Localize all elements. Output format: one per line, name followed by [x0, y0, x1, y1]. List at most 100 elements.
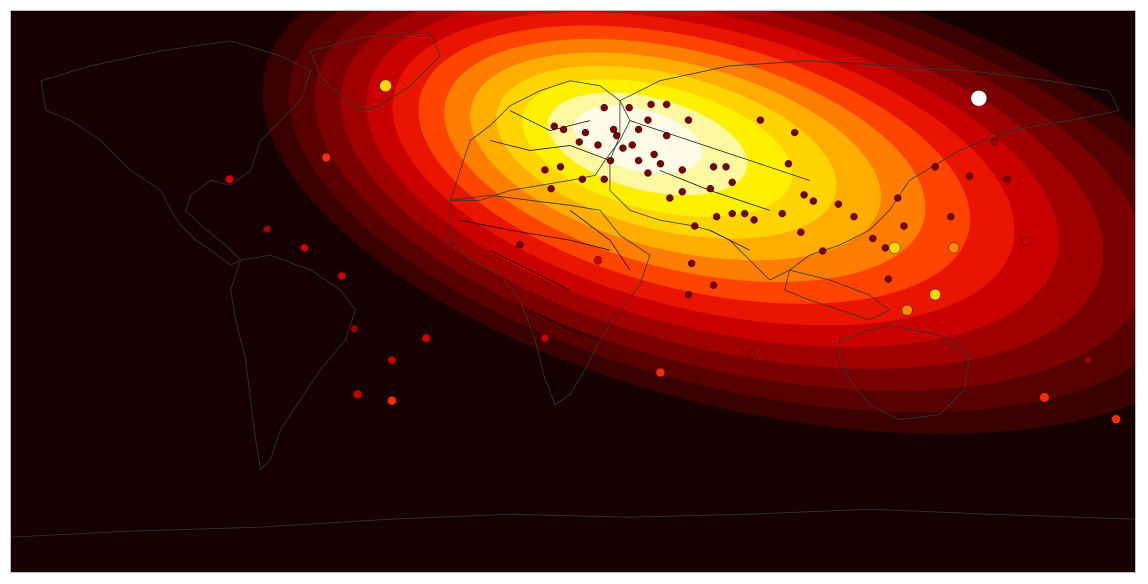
data-point	[778, 209, 786, 218]
data-point	[300, 243, 309, 253]
data-point	[628, 141, 636, 149]
data-point	[741, 209, 749, 218]
border-lines-africa	[460, 219, 611, 341]
data-point	[575, 138, 583, 146]
data-point	[850, 212, 858, 221]
data-point	[619, 144, 627, 152]
data-point	[684, 290, 693, 299]
data-point	[797, 228, 805, 236]
data-point	[834, 200, 843, 208]
data-point	[965, 172, 974, 180]
data-point	[647, 100, 655, 109]
data-point	[516, 241, 524, 249]
coastline-north-america	[40, 40, 311, 266]
data-point	[706, 184, 715, 193]
data-point	[337, 271, 347, 281]
data-point	[559, 125, 568, 134]
data-point	[1084, 356, 1093, 365]
data-point	[756, 116, 765, 124]
data-point	[593, 256, 603, 265]
data-point	[387, 355, 397, 365]
data-point	[712, 212, 721, 221]
coastline-europe	[449, 80, 631, 201]
data-point	[634, 125, 643, 134]
data-point	[606, 156, 615, 165]
data-point	[791, 128, 799, 137]
data-point	[600, 103, 608, 112]
data-point	[350, 324, 359, 333]
data-point	[662, 100, 671, 109]
data-point	[666, 194, 674, 202]
data-point	[263, 225, 272, 234]
data-point	[625, 103, 633, 112]
data-point	[594, 141, 602, 149]
coastline-asia	[609, 60, 1120, 281]
data-point	[728, 209, 736, 218]
coastline-africa	[449, 194, 651, 406]
data-point	[650, 150, 658, 159]
data-point	[644, 116, 652, 124]
data-points	[225, 79, 1121, 424]
data-point	[540, 334, 550, 343]
data-point	[929, 288, 941, 301]
data-point	[225, 174, 235, 184]
coastline-australia	[839, 324, 970, 420]
data-point	[900, 222, 908, 230]
data-point	[970, 90, 988, 107]
data-point	[800, 191, 808, 199]
data-point	[1111, 414, 1121, 424]
data-point	[656, 160, 665, 168]
data-point	[894, 194, 902, 202]
data-point	[613, 131, 621, 140]
data-point	[687, 259, 696, 268]
data-point	[556, 163, 565, 171]
data-point	[869, 234, 877, 243]
data-point	[644, 169, 652, 177]
data-point	[1021, 237, 1030, 246]
coastline-greenland	[309, 32, 441, 112]
data-point	[1003, 175, 1011, 183]
data-point	[931, 163, 939, 171]
data-point	[578, 175, 587, 183]
data-point	[321, 152, 332, 163]
data-point	[990, 137, 999, 146]
data-point	[888, 241, 901, 254]
density-contours	[262, 11, 1135, 434]
density-map	[11, 11, 1135, 572]
coastline-south-america	[230, 254, 356, 471]
data-point	[1039, 392, 1050, 403]
data-point	[709, 281, 718, 289]
data-point	[746, 349, 755, 358]
data-point	[809, 197, 818, 205]
data-point	[655, 367, 666, 378]
data-point	[728, 178, 736, 187]
data-point	[541, 166, 549, 174]
data-point	[881, 244, 889, 252]
data-point	[948, 242, 960, 254]
data-point	[684, 116, 693, 124]
data-point	[884, 275, 893, 283]
data-point	[709, 163, 718, 171]
data-point	[722, 163, 730, 171]
data-point	[634, 156, 643, 165]
data-point	[387, 395, 397, 406]
density-level-13	[573, 106, 704, 174]
data-point	[379, 79, 392, 93]
world-map-frame	[10, 10, 1136, 573]
data-point	[678, 188, 686, 196]
data-point	[353, 389, 363, 399]
data-point	[947, 212, 955, 221]
data-point	[819, 247, 827, 255]
data-point	[581, 128, 590, 137]
data-point	[600, 175, 608, 183]
data-point	[421, 333, 431, 343]
data-point	[901, 304, 913, 316]
data-point	[691, 222, 699, 230]
data-point	[550, 122, 558, 130]
coastline-southeast-asia	[784, 269, 891, 321]
coastline-antarctica	[11, 508, 1135, 538]
data-point	[750, 216, 758, 224]
country-outlines	[11, 32, 1135, 538]
data-point	[662, 131, 671, 140]
data-point	[547, 184, 555, 193]
